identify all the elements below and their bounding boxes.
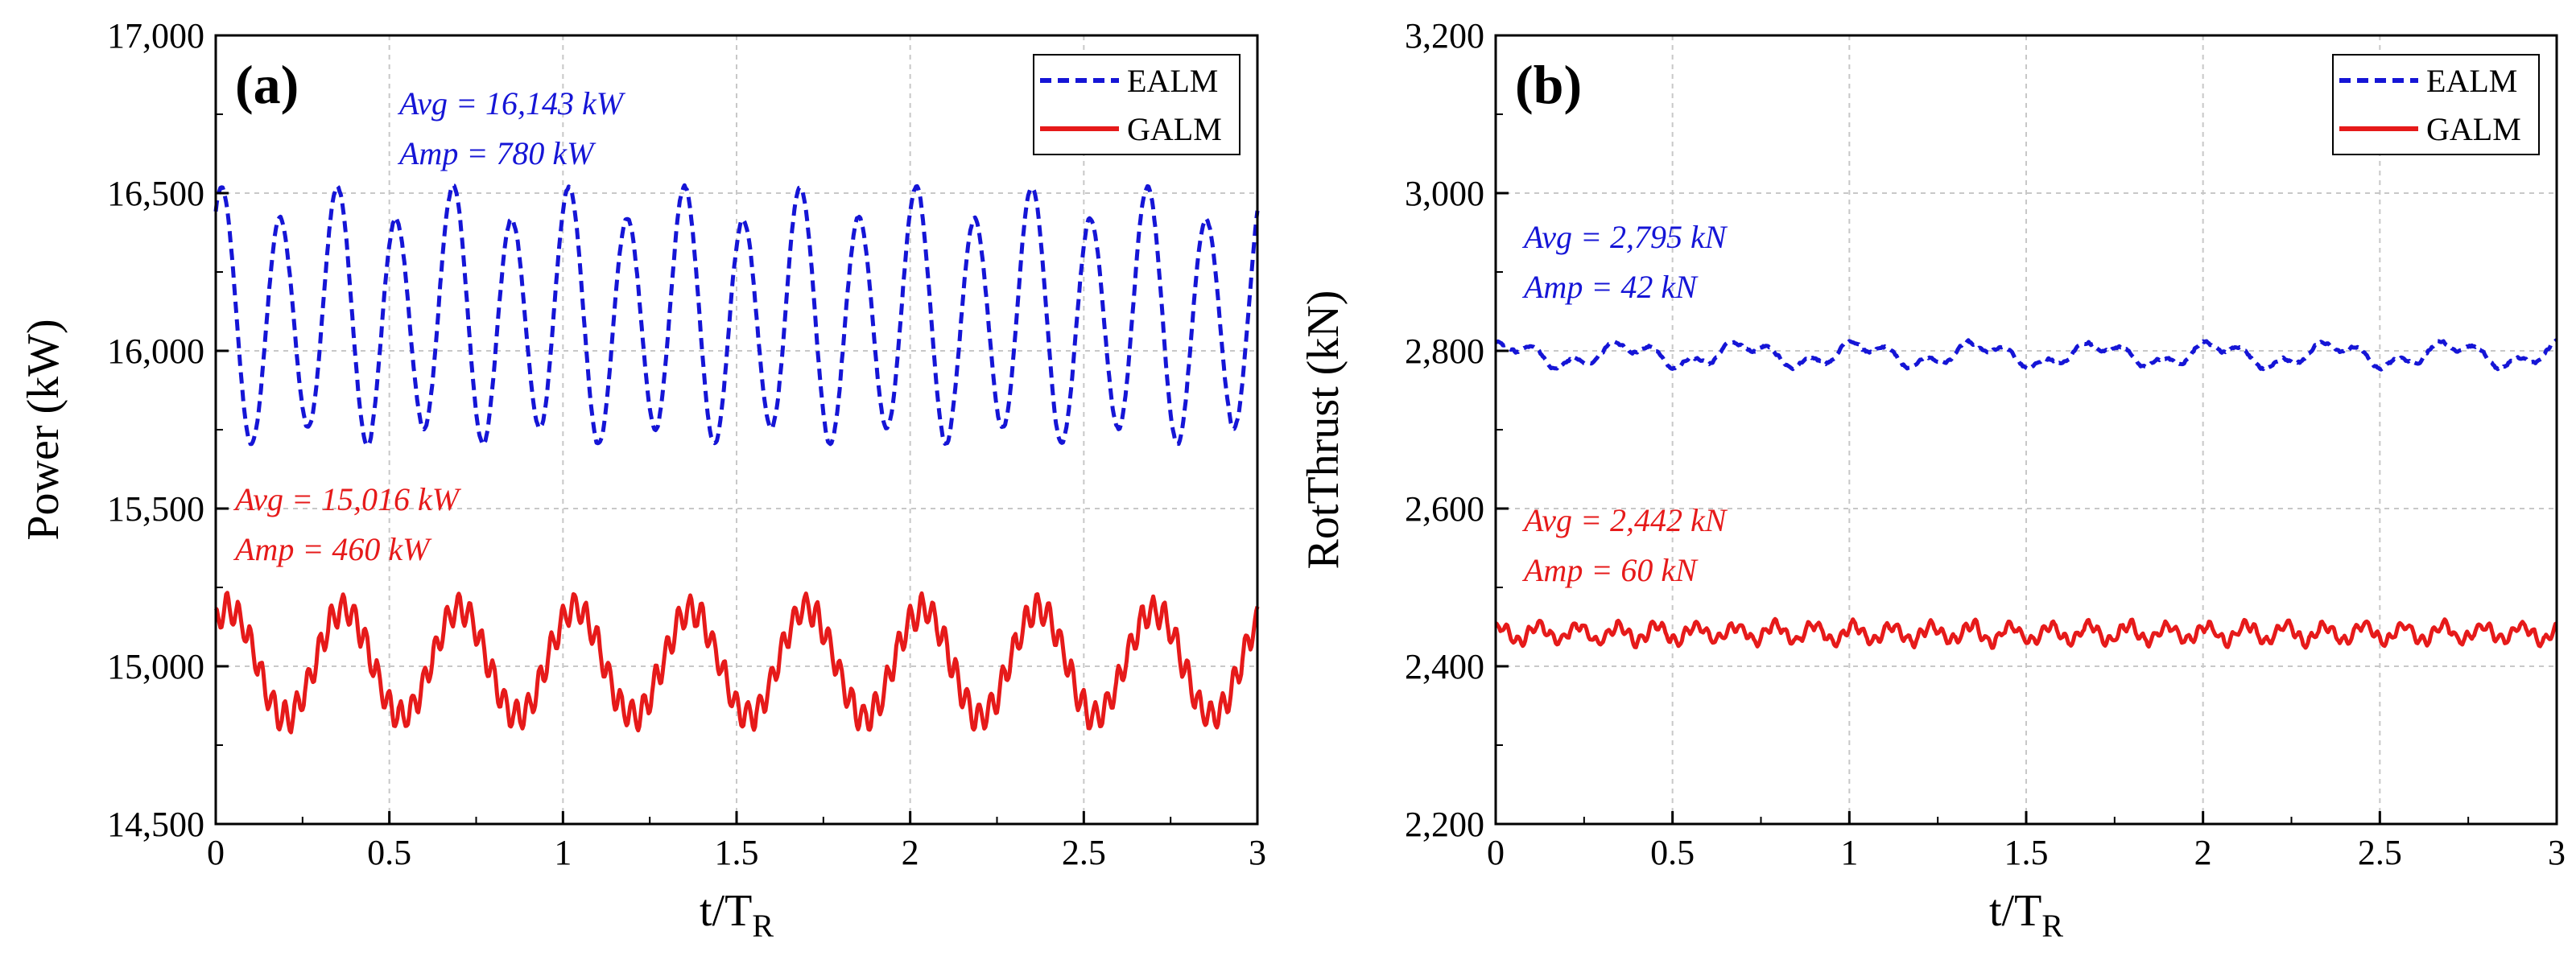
x-tick-label: 1	[554, 833, 572, 872]
annotation-galm: Avg = 2,442 kN	[1521, 502, 1728, 538]
x-tick-label: 1.5	[715, 833, 759, 872]
legend-label-galm: GALM	[1127, 111, 1222, 147]
legend-label-galm: GALM	[2426, 111, 2521, 147]
x-axis-label: t/TR	[1989, 886, 2063, 944]
annotation-ealm: Amp = 42 kN	[1521, 269, 1699, 305]
annotation-galm: Amp = 460 kW	[233, 531, 432, 567]
y-tick-label: 3,200	[1405, 16, 1484, 56]
legend-label-ealm: EALM	[2426, 63, 2517, 99]
chart-panel-a: 0 0.5 1 1.5 2 2.5 3 14,500 15,000 15,500 16,000 16,…	[19, 16, 1266, 944]
y-tick-label: 2,200	[1405, 805, 1484, 844]
x-tick-label: 2	[2194, 833, 2212, 872]
y-tick-label: 2,800	[1405, 332, 1484, 371]
y-axis-label: Power (kW)	[19, 319, 68, 540]
legend-box	[1033, 54, 1241, 155]
y-tick-label: 2,600	[1405, 489, 1484, 529]
x-tick-label: 0	[207, 833, 225, 872]
y-tick-label: 2,400	[1405, 647, 1484, 686]
y-tick-label: 15,000	[107, 647, 204, 686]
chart-panel-b: 0 0.5 1 1.5 2 2.5 3 2,200 2,400 2,600 2,800 3,000 3,…	[1298, 16, 2566, 944]
y-tick-label: 14,500	[107, 805, 204, 844]
legend: EALM GALM	[1033, 54, 1241, 155]
series-line-ealm	[1494, 338, 2558, 372]
series-line-galm	[1494, 616, 2557, 650]
x-tick-label: 1	[1840, 833, 1858, 872]
y-tick-label: 16,000	[107, 332, 204, 371]
y-tick-label: 15,500	[107, 489, 204, 529]
y-tick-label: 3,000	[1405, 174, 1484, 213]
x-tick-label: 0.5	[367, 833, 411, 872]
annotation-ealm: Avg = 16,143 kW	[397, 85, 626, 122]
x-axis-label: t/TR	[700, 886, 774, 944]
legend-box	[2332, 54, 2540, 155]
x-tick-label: 1.5	[2004, 833, 2049, 872]
x-tick-label: 0	[1487, 833, 1505, 872]
x-tick-label: 2.5	[2358, 833, 2402, 872]
x-tick-label: 0.5	[1650, 833, 1695, 872]
annotation-galm: Avg = 15,016 kW	[233, 481, 462, 517]
annotation-ealm: Amp = 780 kW	[397, 135, 597, 171]
annotation-galm: Amp = 60 kN	[1521, 552, 1699, 588]
x-tick-label: 3	[2548, 833, 2566, 872]
x-tick-label: 2	[902, 833, 919, 872]
series-line-ealm	[213, 183, 1260, 448]
panel-label: (a)	[235, 54, 299, 115]
x-axis-label-main: t/T	[700, 886, 752, 936]
series-line-galm	[213, 591, 1260, 735]
x-axis-label-subscript: R	[2041, 908, 2063, 944]
x-axis-label-subscript: R	[752, 908, 774, 944]
y-tick-label: 17,000	[107, 16, 204, 56]
legend-label-ealm: EALM	[1127, 63, 1218, 99]
y-tick-label: 16,500	[107, 174, 204, 213]
legend: EALM GALM	[2332, 54, 2540, 155]
annotation-ealm: Avg = 2,795 kN	[1521, 219, 1728, 255]
x-tick-label: 2.5	[1062, 833, 1106, 872]
x-axis-label-main: t/T	[1989, 886, 2041, 936]
panel-label: (b)	[1515, 54, 1582, 115]
x-tick-label: 3	[1249, 833, 1266, 872]
y-axis-label: RotThrust (kN)	[1298, 290, 1348, 570]
